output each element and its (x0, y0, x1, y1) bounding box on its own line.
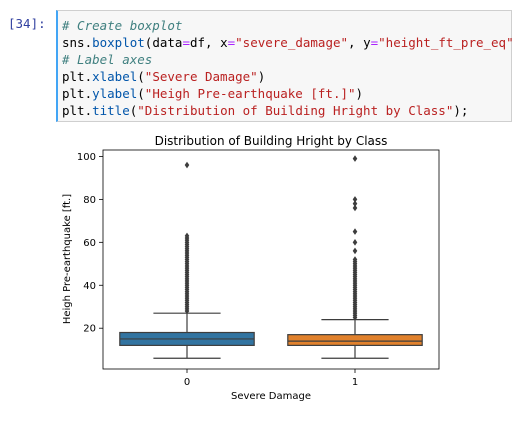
x-axis-label: Severe Damage (231, 391, 311, 402)
code-token: plt (62, 69, 85, 84)
y-axis: 20 40 60 80 100 (77, 152, 103, 335)
code-cell[interactable]: [34]: # Create boxplot sns.boxplot(data=… (0, 0, 514, 125)
code-token: ) (356, 86, 364, 101)
code-token: "Severe Damage" (145, 69, 258, 84)
code-line: plt.xlabel("Severe Damage") (62, 69, 265, 84)
outlier-point (185, 162, 190, 169)
code-token: = (182, 35, 190, 50)
y-tick-label: 80 (83, 195, 96, 206)
y-tick-label: 100 (77, 152, 96, 163)
y-axis-label: Heigh Pre-earthquake [ft.] (62, 194, 73, 324)
code-token: . (85, 103, 93, 118)
code-token: "Distribution of Building Hright by Clas… (137, 103, 453, 118)
y-tick-label: 20 (83, 324, 96, 335)
code-line: plt.title("Distribution of Building Hrig… (62, 103, 468, 118)
outlier-point (353, 239, 358, 246)
code-token: boxplot (92, 35, 145, 50)
code-token: xlabel (92, 69, 137, 84)
code-token: . (85, 69, 93, 84)
code-token: # Label axes (62, 52, 152, 67)
code-token: ( (137, 69, 145, 84)
code-token: (data (145, 35, 183, 50)
code-token: ); (453, 103, 468, 118)
outlier-point (353, 228, 358, 235)
code-token: ( (137, 86, 145, 101)
box (288, 335, 422, 346)
outlier-point (353, 248, 358, 255)
code-token: "Heigh Pre-earthquake [ft.]" (145, 86, 356, 101)
code-token: plt (62, 86, 85, 101)
code-token: df, x (190, 35, 228, 50)
code-token: . (85, 86, 93, 101)
code-token: = (228, 35, 236, 50)
boxplot-chart: Distribution of Building Hright by Class… (56, 125, 512, 417)
box-group-0 (120, 162, 254, 359)
code-editor[interactable]: # Create boxplot sns.boxplot(data=df, x=… (56, 10, 512, 122)
code-token: "height_ft_pre_eq" (378, 35, 513, 50)
x-tick-label: 1 (352, 377, 358, 388)
x-tick-label: 0 (184, 377, 190, 388)
code-line: # Create boxplot (62, 18, 182, 33)
chart-title: Distribution of Building Hright by Class (155, 134, 388, 148)
code-line: # Label axes (62, 52, 152, 67)
code-token: title (92, 103, 130, 118)
code-token: # Create boxplot (62, 18, 182, 33)
code-token: plt (62, 103, 85, 118)
y-tick-label: 40 (83, 281, 96, 292)
code-line: sns.boxplot(data=df, x="severe_damage", … (62, 35, 514, 50)
cell-output: Distribution of Building Hright by Class… (56, 125, 512, 417)
code-token: ylabel (92, 86, 137, 101)
outlier-point (353, 196, 358, 203)
code-token: "severe_damage" (235, 35, 348, 50)
code-token: ) (258, 69, 266, 84)
code-token: = (371, 35, 379, 50)
code-line: plt.ylabel("Heigh Pre-earthquake [ft.]") (62, 86, 363, 101)
code-token: , y (348, 35, 371, 50)
cell-prompt: [34]: (8, 16, 46, 31)
code-token: . (85, 35, 93, 50)
code-text[interactable]: # Create boxplot sns.boxplot(data=df, x=… (62, 17, 514, 119)
y-tick-label: 60 (83, 238, 96, 249)
box-group-1 (288, 155, 422, 358)
boxes (120, 155, 422, 358)
code-token: sns (62, 35, 85, 50)
outlier-point (353, 155, 358, 162)
